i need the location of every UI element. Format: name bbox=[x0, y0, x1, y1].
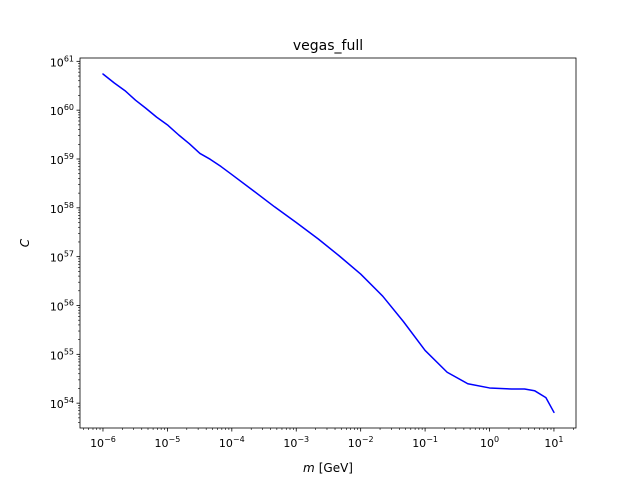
plot-frame bbox=[79, 57, 577, 429]
x-tick-label-2: 10−4 bbox=[219, 435, 245, 450]
x-tick-label-base: 10 bbox=[348, 437, 362, 450]
x-tick-label-exponent: −4 bbox=[233, 435, 245, 444]
x-tick-label-base: 10 bbox=[219, 437, 233, 450]
x-tick-label-7: 101 bbox=[544, 435, 563, 450]
y-tick-label-exponent: 60 bbox=[64, 103, 74, 112]
x-axis-label: m [GeV] bbox=[303, 461, 353, 475]
x-tick-label-exponent: 0 bbox=[494, 435, 499, 444]
x-axis-variable: m bbox=[303, 461, 315, 475]
x-tick-label-1: 10−5 bbox=[154, 435, 180, 450]
y-tick-label-base: 10 bbox=[50, 300, 64, 313]
x-tick-label-3: 10−3 bbox=[283, 435, 309, 450]
x-tick-label-5: 10−1 bbox=[412, 435, 438, 450]
x-tick-label-0: 10−6 bbox=[90, 435, 116, 450]
y-tick-label-0: 1054 bbox=[50, 396, 74, 411]
y-tick-label-base: 10 bbox=[50, 56, 64, 69]
y-tick-label-exponent: 55 bbox=[64, 347, 74, 356]
y-tick-label-2: 1056 bbox=[50, 298, 74, 313]
x-tick-label-base: 10 bbox=[412, 437, 426, 450]
y-tick-label-7: 1061 bbox=[50, 54, 74, 69]
x-tick-label-base: 10 bbox=[154, 437, 168, 450]
x-tick-label-exponent: −6 bbox=[104, 435, 116, 444]
y-tick-label-3: 1057 bbox=[50, 250, 74, 265]
y-tick-label-base: 10 bbox=[50, 252, 64, 265]
x-tick-label-exponent: −5 bbox=[168, 435, 180, 444]
series-line-0 bbox=[102, 73, 555, 414]
y-tick-label-base: 10 bbox=[50, 154, 64, 167]
y-tick-label-exponent: 58 bbox=[64, 201, 74, 210]
y-tick-label-exponent: 54 bbox=[64, 396, 74, 405]
x-axis-ticks: 10−6 10−5 10−4 10−3 10−2 10−1 100 101 bbox=[83, 428, 574, 450]
x-tick-label-6: 100 bbox=[480, 435, 499, 450]
y-tick-label-base: 10 bbox=[50, 105, 64, 118]
y-tick-label-1: 1055 bbox=[50, 347, 74, 362]
x-tick-label-exponent: 1 bbox=[558, 435, 563, 444]
y-axis-label: C bbox=[18, 238, 32, 247]
x-tick-label-base: 10 bbox=[544, 437, 558, 450]
x-axis-unit: [GeV] bbox=[319, 461, 353, 475]
y-tick-label-exponent: 57 bbox=[64, 250, 74, 259]
y-tick-label-4: 1058 bbox=[50, 201, 74, 216]
y-tick-label-base: 10 bbox=[50, 349, 64, 362]
chart-title: vegas_full bbox=[293, 38, 363, 54]
x-tick-label-base: 10 bbox=[480, 437, 494, 450]
x-tick-label-exponent: −1 bbox=[426, 435, 438, 444]
y-tick-label-base: 10 bbox=[50, 398, 64, 411]
y-tick-label-base: 10 bbox=[50, 203, 64, 216]
x-tick-label-base: 10 bbox=[283, 437, 297, 450]
x-tick-label-base: 10 bbox=[90, 437, 104, 450]
x-tick-label-exponent: −2 bbox=[362, 435, 374, 444]
y-tick-label-6: 1060 bbox=[50, 103, 74, 118]
x-tick-label-4: 10−2 bbox=[348, 435, 374, 450]
plot-area bbox=[102, 73, 555, 414]
y-tick-label-exponent: 56 bbox=[64, 298, 74, 307]
x-tick-label-exponent: −3 bbox=[297, 435, 309, 444]
y-tick-label-exponent: 61 bbox=[64, 54, 74, 63]
y-tick-label-5: 1059 bbox=[50, 152, 74, 167]
y-tick-label-exponent: 59 bbox=[64, 152, 74, 161]
